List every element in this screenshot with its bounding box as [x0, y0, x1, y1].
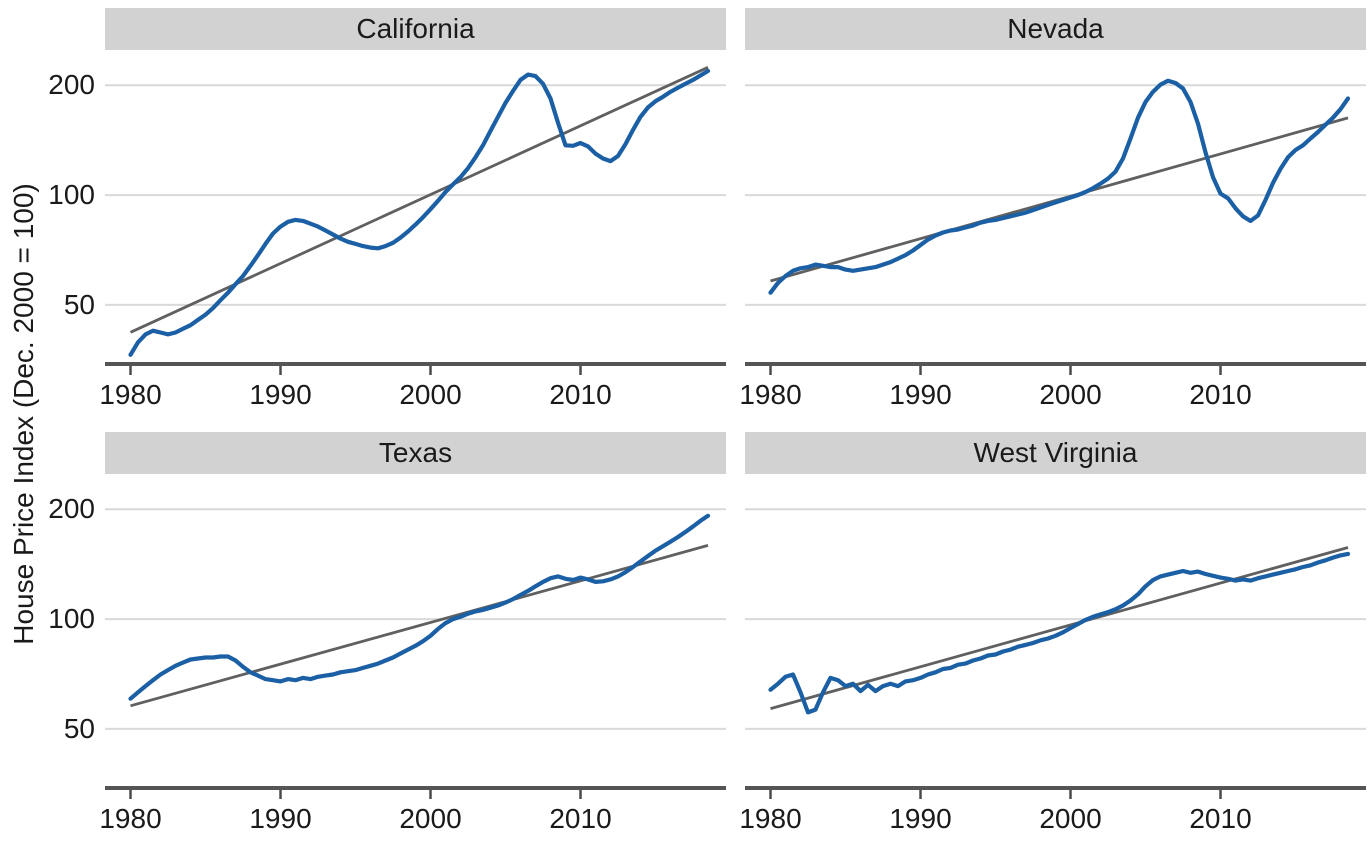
facet-plot-texas — [105, 508, 726, 799]
facet-title-california: California — [105, 8, 726, 50]
x-axis-labels-bottom-left: 1980 1990 2000 2010 — [99, 802, 726, 836]
x-tick-label: 1980 — [739, 803, 802, 834]
facet-title-texas: Texas — [105, 432, 726, 474]
facet-plot-california — [105, 66, 726, 375]
y-tick-label: 200 — [48, 493, 95, 525]
facet-title-west-virginia: West Virginia — [745, 432, 1366, 474]
x-tick-label: 1990 — [249, 803, 312, 834]
x-axis-labels-top-left: 1980 1990 2000 2010 — [99, 378, 726, 412]
x-axis-labels-top-right: 1980 1990 2000 2010 — [739, 378, 1366, 412]
x-tick-label: 2000 — [1039, 379, 1102, 410]
y-tick-label: 50 — [63, 288, 95, 320]
y-tick-label: 200 — [48, 69, 95, 101]
facet-title-label: West Virginia — [973, 437, 1138, 468]
y-tick-label: 50 — [63, 712, 95, 744]
x-tick-label: 2000 — [399, 803, 462, 834]
facet-title-nevada: Nevada — [745, 8, 1366, 50]
y-tick-label: 100 — [48, 179, 95, 211]
x-tick-label: 1980 — [99, 379, 162, 410]
x-tick-label: 2000 — [1039, 803, 1102, 834]
x-tick-label: 1990 — [249, 379, 312, 410]
hpi-series-line — [128, 513, 711, 701]
x-axis-labels-bottom-right: 1980 1990 2000 2010 — [739, 802, 1366, 836]
trend-line — [129, 66, 709, 334]
facet-plot-nevada — [745, 78, 1366, 375]
x-tick-label: 1990 — [889, 379, 952, 410]
x-tick-label: 2010 — [1189, 803, 1252, 834]
trend-line — [770, 546, 1349, 710]
x-tick-label: 1980 — [99, 803, 162, 834]
hpi-series-line — [768, 78, 1351, 295]
trend-line — [130, 544, 709, 708]
x-tick-label: 2010 — [549, 379, 612, 410]
x-tick-label: 1980 — [739, 379, 802, 410]
y-tick-label: 100 — [48, 603, 95, 635]
facet-title-label: Texas — [378, 437, 453, 468]
x-tick-label: 1990 — [889, 803, 952, 834]
hpi-series-line — [768, 551, 1351, 715]
facet-title-label: California — [356, 13, 475, 44]
facet-plot-west-virginia — [745, 508, 1366, 799]
facet-title-label: Nevada — [1007, 13, 1104, 44]
x-tick-label: 2010 — [549, 803, 612, 834]
x-tick-label: 2010 — [1189, 379, 1252, 410]
x-tick-label: 2000 — [399, 379, 462, 410]
hpi-series-line — [128, 68, 711, 357]
